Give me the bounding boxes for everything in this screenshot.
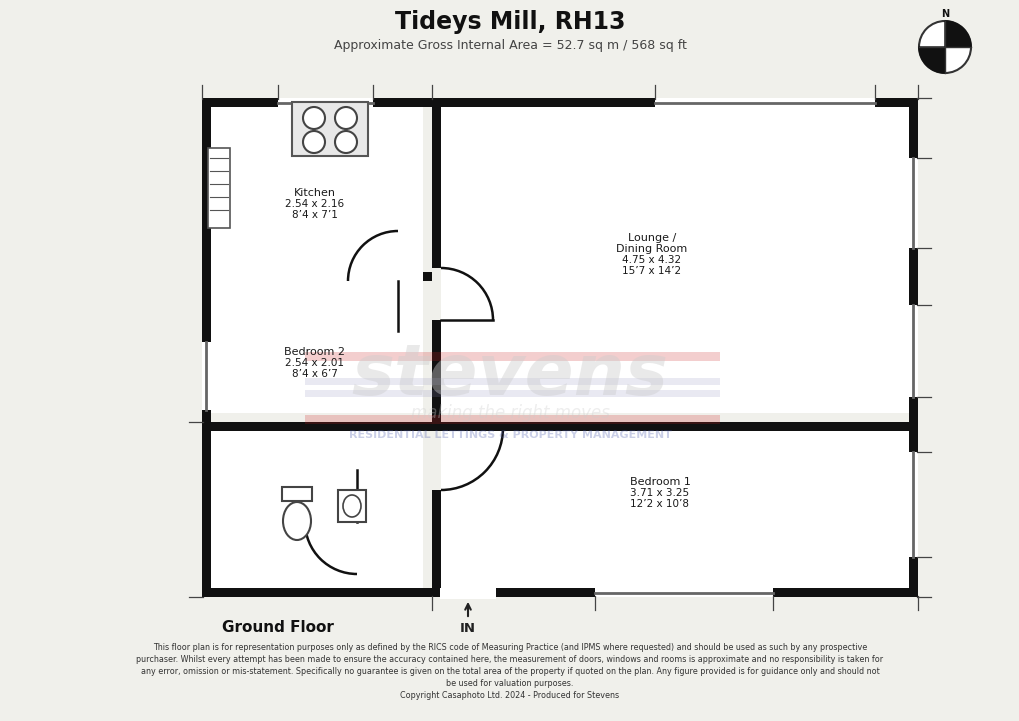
Bar <box>432 588 917 597</box>
Circle shape <box>918 21 970 73</box>
Text: 15’7 x 14’2: 15’7 x 14’2 <box>622 266 681 276</box>
Bar <box>211 107 423 413</box>
Bar <box>211 522 305 531</box>
Bar <box>440 107 908 413</box>
Bar <box>305 415 719 424</box>
Text: Approximate Gross Internal Area = 52.7 sq m / 568 sq ft: Approximate Gross Internal Area = 52.7 s… <box>333 40 686 53</box>
Text: N: N <box>940 9 948 19</box>
Text: Kitchen: Kitchen <box>293 188 335 198</box>
Bar <box>208 148 229 228</box>
Text: any error, omission or mis-statement. Specifically no guarantee is given on the : any error, omission or mis-statement. Sp… <box>141 668 878 676</box>
Text: RESIDENTIAL LETTINGS & PROPERTY MANAGEMENT: RESIDENTIAL LETTINGS & PROPERTY MANAGEME… <box>348 430 671 440</box>
Text: be used for valuation purposes.: be used for valuation purposes. <box>446 679 573 689</box>
Text: Dining Room: Dining Room <box>615 244 687 254</box>
Bar <box>202 588 432 597</box>
Ellipse shape <box>282 502 311 540</box>
Circle shape <box>303 131 325 153</box>
Polygon shape <box>944 21 970 47</box>
Bar <box>202 422 432 431</box>
Bar <box>908 305 917 397</box>
Bar <box>337 490 366 522</box>
Bar <box>211 272 347 281</box>
Bar <box>278 98 373 107</box>
Text: making the right moves: making the right moves <box>411 404 608 422</box>
Text: purchaser. Whilst every attempt has been made to ensure the accuracy contained h: purchaser. Whilst every attempt has been… <box>137 655 882 665</box>
Circle shape <box>334 107 357 129</box>
Bar <box>908 158 917 248</box>
Text: 12’2 x 10’8: 12’2 x 10’8 <box>630 499 689 509</box>
Circle shape <box>334 131 357 153</box>
Bar <box>432 490 440 588</box>
Text: Bedroom 2: Bedroom 2 <box>284 347 345 357</box>
Bar <box>357 522 381 531</box>
Bar <box>202 342 211 410</box>
Bar <box>432 320 440 422</box>
Text: 8’4 x 6’7: 8’4 x 6’7 <box>291 369 337 379</box>
Bar <box>908 98 917 597</box>
Bar <box>654 98 874 107</box>
Bar <box>432 107 440 268</box>
Text: Bedroom 1: Bedroom 1 <box>629 477 690 487</box>
Text: 2.54 x 2.16: 2.54 x 2.16 <box>285 199 344 209</box>
Text: 2.54 x 2.01: 2.54 x 2.01 <box>285 358 344 368</box>
Bar <box>305 390 719 397</box>
Bar <box>440 431 908 588</box>
Bar <box>202 98 917 107</box>
Bar <box>202 98 211 597</box>
Text: IN: IN <box>460 622 476 635</box>
Bar <box>281 487 312 501</box>
Text: Tideys Mill, RH13: Tideys Mill, RH13 <box>394 10 625 34</box>
Text: Ground Floor: Ground Floor <box>222 621 333 635</box>
Text: 8’4 x 7’1: 8’4 x 7’1 <box>291 210 337 220</box>
Bar <box>432 428 440 431</box>
Bar <box>439 588 495 599</box>
Text: Lounge /: Lounge / <box>628 233 676 243</box>
Bar <box>305 352 719 361</box>
Polygon shape <box>918 47 944 73</box>
Bar <box>291 102 368 156</box>
Text: 3.71 x 3.25: 3.71 x 3.25 <box>630 488 689 498</box>
Bar <box>432 422 917 431</box>
Bar <box>211 431 423 588</box>
Ellipse shape <box>342 495 361 517</box>
Circle shape <box>303 107 325 129</box>
Bar <box>594 588 772 597</box>
Text: stevens: stevens <box>352 340 667 410</box>
Bar <box>397 272 432 281</box>
Bar <box>305 378 719 385</box>
Text: This floor plan is for representation purposes only as defined by the RICS code : This floor plan is for representation pu… <box>153 644 866 653</box>
Text: 4.75 x 4.32: 4.75 x 4.32 <box>622 255 681 265</box>
Bar <box>908 452 917 557</box>
Bar <box>372 431 381 522</box>
Text: Copyright Casaphoto Ltd. 2024 - Produced for Stevens: Copyright Casaphoto Ltd. 2024 - Produced… <box>400 691 619 701</box>
